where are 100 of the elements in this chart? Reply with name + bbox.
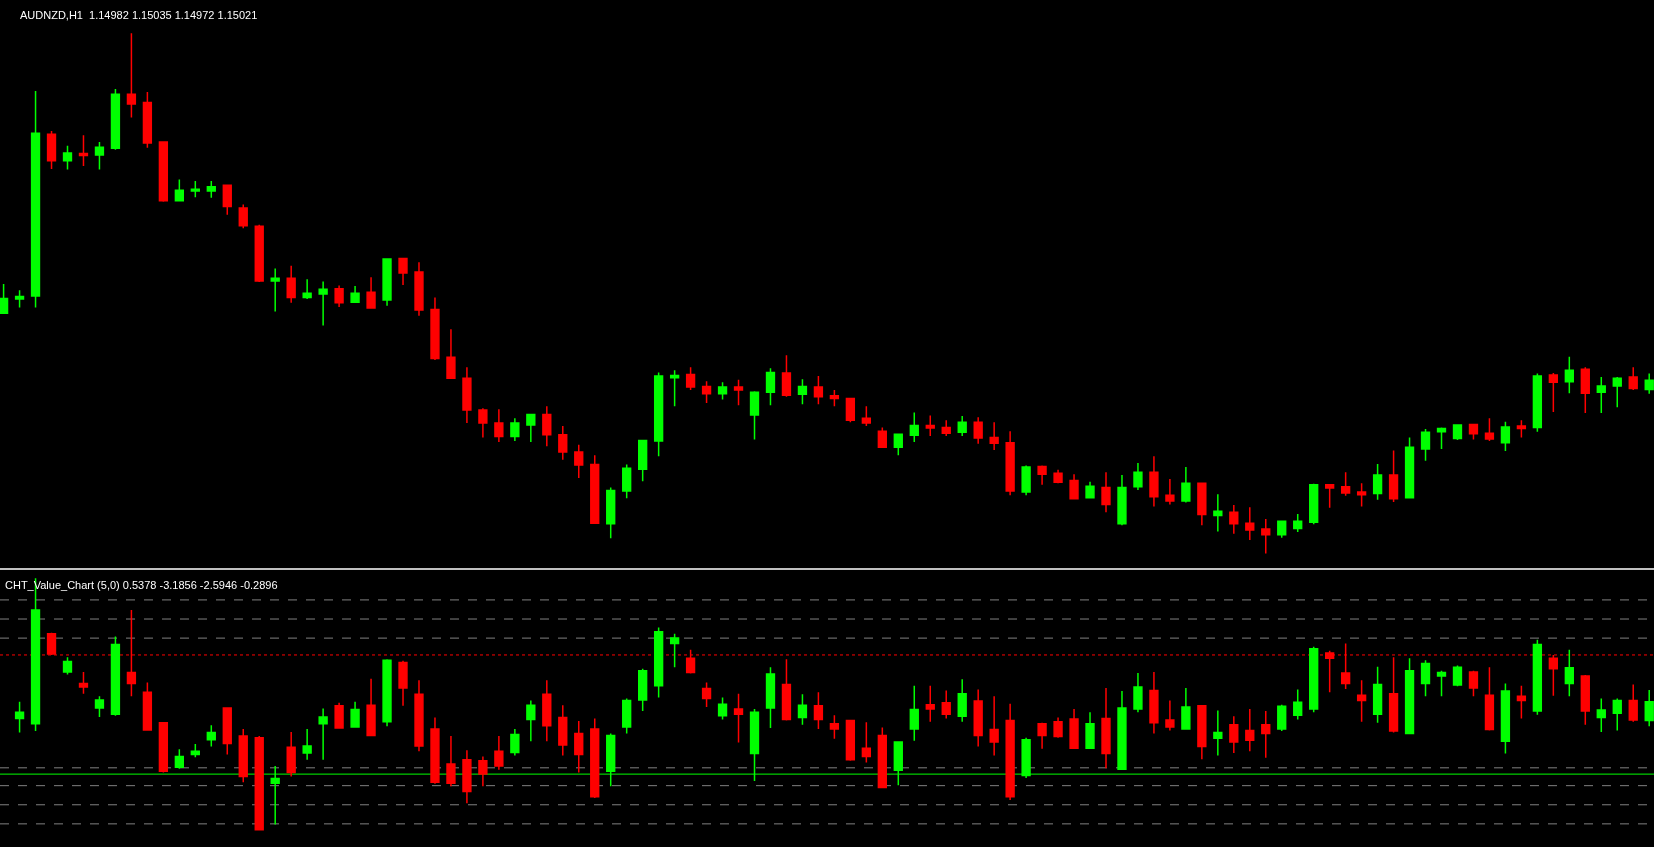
candlestick bbox=[1532, 372, 1543, 433]
candlestick bbox=[925, 414, 935, 437]
candlestick bbox=[1580, 674, 1590, 726]
candlestick bbox=[638, 668, 648, 712]
candlestick bbox=[174, 178, 184, 202]
candlestick bbox=[1149, 671, 1159, 735]
candlestick bbox=[877, 726, 887, 789]
candlestick bbox=[1340, 471, 1351, 497]
candlestick bbox=[158, 722, 169, 774]
candlestick bbox=[1612, 697, 1622, 732]
candlestick bbox=[366, 678, 376, 737]
candlestick bbox=[1069, 708, 1079, 749]
candlestick bbox=[510, 728, 520, 757]
candlestick bbox=[1628, 366, 1638, 391]
candlestick bbox=[1149, 455, 1159, 508]
candlestick bbox=[653, 371, 664, 457]
candlestick bbox=[1293, 688, 1303, 721]
candlestick bbox=[1420, 428, 1431, 462]
candlestick bbox=[1277, 520, 1287, 539]
candlestick bbox=[781, 354, 792, 398]
candlestick bbox=[669, 633, 680, 669]
candlestick bbox=[510, 417, 520, 442]
candlestick bbox=[1229, 715, 1239, 754]
candlestick bbox=[1085, 480, 1095, 499]
candlestick bbox=[1005, 430, 1015, 496]
candlestick bbox=[781, 658, 792, 722]
candlestick bbox=[142, 681, 153, 732]
candlestick bbox=[430, 296, 440, 361]
candlestick bbox=[1085, 711, 1095, 749]
candlestick bbox=[1245, 506, 1255, 541]
candlestick bbox=[526, 699, 536, 742]
candlestick bbox=[222, 184, 232, 216]
candlestick bbox=[1500, 421, 1511, 452]
candlestick bbox=[1277, 703, 1287, 732]
candlestick bbox=[1484, 666, 1495, 732]
candlestick bbox=[1372, 666, 1383, 724]
candlestick bbox=[1468, 423, 1479, 441]
candlestick bbox=[845, 719, 856, 762]
candlestick bbox=[1548, 372, 1559, 413]
candlestick bbox=[1436, 670, 1447, 697]
candlestick bbox=[558, 704, 568, 757]
candlestick bbox=[14, 289, 25, 309]
candlestick bbox=[685, 366, 696, 391]
candlestick bbox=[14, 700, 25, 734]
candlestick bbox=[398, 659, 408, 707]
candlestick bbox=[733, 378, 744, 406]
candlestick bbox=[62, 144, 73, 171]
candlestick bbox=[1117, 474, 1127, 527]
candlestick bbox=[1069, 473, 1079, 500]
candlestick bbox=[542, 405, 552, 448]
candlestick bbox=[1404, 436, 1415, 499]
candlestick bbox=[1229, 504, 1239, 535]
candlestick bbox=[350, 285, 360, 304]
candlestick bbox=[110, 88, 121, 151]
candlestick bbox=[717, 696, 728, 721]
candlestick bbox=[941, 419, 951, 437]
candlestick bbox=[414, 261, 424, 317]
candlestick bbox=[909, 684, 919, 742]
candlestick bbox=[334, 701, 344, 729]
candlestick bbox=[414, 679, 424, 752]
candlestick bbox=[526, 413, 536, 443]
candlestick bbox=[1133, 672, 1143, 714]
candlestick bbox=[1644, 372, 1654, 395]
candlestick bbox=[749, 390, 760, 441]
candlestick bbox=[989, 695, 999, 757]
candlestick bbox=[669, 369, 680, 407]
candlestick bbox=[1309, 645, 1319, 714]
candlestick bbox=[638, 439, 648, 482]
candlestick bbox=[558, 425, 568, 461]
candlestick bbox=[1484, 417, 1495, 442]
candlestick bbox=[590, 717, 600, 799]
candlestick bbox=[1213, 493, 1223, 533]
candlestick bbox=[861, 721, 872, 764]
candlestick bbox=[1356, 679, 1367, 723]
candlestick bbox=[1037, 464, 1047, 486]
candlestick bbox=[893, 433, 903, 456]
candlestick bbox=[1420, 659, 1431, 697]
candlestick bbox=[462, 749, 472, 805]
candlestick bbox=[494, 735, 504, 771]
candlestick bbox=[62, 656, 73, 676]
candlestick bbox=[1532, 638, 1543, 716]
candlestick bbox=[1580, 366, 1590, 414]
candlestick bbox=[829, 389, 840, 407]
candlestick bbox=[78, 671, 89, 695]
candlestick bbox=[110, 635, 121, 717]
candlestick bbox=[1612, 376, 1622, 409]
candlestick bbox=[1245, 708, 1255, 752]
candlestick bbox=[765, 666, 776, 729]
candlestick bbox=[1021, 464, 1031, 496]
candlestick bbox=[382, 658, 392, 728]
candlestick bbox=[94, 695, 105, 718]
candlestick bbox=[1101, 471, 1111, 514]
candlestick bbox=[797, 378, 808, 405]
candlestick bbox=[1356, 482, 1367, 508]
candlestick bbox=[957, 678, 967, 723]
candlestick bbox=[797, 693, 808, 726]
candlestick bbox=[845, 397, 856, 424]
candlestick bbox=[622, 463, 632, 500]
candlestick bbox=[174, 748, 184, 770]
candlestick bbox=[1165, 699, 1175, 732]
